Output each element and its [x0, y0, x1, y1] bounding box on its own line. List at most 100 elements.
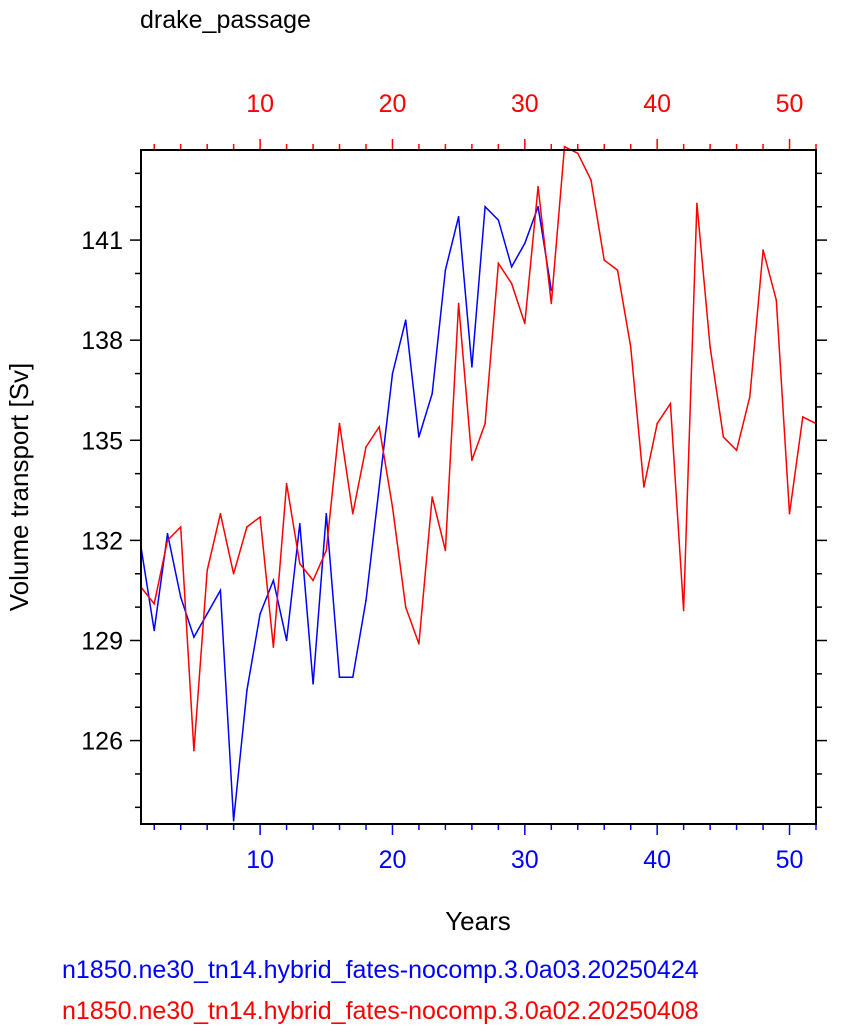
series-point-red — [166, 539, 169, 542]
series-point-red — [404, 606, 407, 608]
series-point-red — [285, 482, 288, 485]
series-point-red — [351, 512, 354, 515]
series-point-red — [153, 602, 156, 605]
series-point-red — [696, 202, 698, 205]
bottom-axis: 10 20 30 40 50 — [153, 824, 817, 874]
y-tick-label: 129 — [81, 627, 123, 655]
series-point-blue — [497, 219, 500, 221]
series-point-blue — [193, 636, 195, 638]
series-point-blue — [444, 269, 447, 271]
series-point-red — [431, 496, 433, 498]
series-point-red — [299, 562, 301, 565]
series-point-blue — [338, 676, 341, 678]
series-point-blue — [524, 242, 526, 245]
series-point-blue — [431, 392, 433, 395]
series-point-red — [762, 249, 764, 251]
series-point-blue — [471, 366, 473, 368]
series-point-blue — [206, 612, 208, 615]
series-point-blue — [457, 215, 460, 218]
series-point-red — [722, 436, 725, 438]
series-point-blue — [153, 629, 156, 632]
x-axis-label: Years — [445, 906, 511, 936]
series-layer — [140, 145, 817, 822]
series-point-blue — [418, 436, 420, 438]
series-point-red — [656, 422, 658, 425]
series-point-red — [550, 302, 553, 305]
series-point-red — [219, 512, 222, 515]
series-line-red — [140, 145, 817, 751]
series-point-red — [457, 302, 460, 305]
series-point-red — [193, 749, 195, 752]
series-point-red — [418, 643, 420, 645]
series-point-red — [801, 416, 804, 418]
series-point-blue — [219, 589, 222, 592]
series-point-red — [246, 526, 248, 528]
series-point-red — [365, 446, 367, 448]
y-tick-label: 126 — [81, 728, 123, 756]
right-axis — [816, 172, 827, 809]
series-point-red — [775, 299, 778, 301]
bottom-tick-label: 40 — [643, 846, 671, 874]
series-point-blue — [246, 689, 248, 692]
series-point-red — [510, 282, 513, 285]
left-axis: 126 129 132 135 138 141 — [81, 172, 141, 809]
y-tick-label: 132 — [81, 527, 123, 555]
top-tick-label: 20 — [379, 90, 407, 118]
y-tick-label: 138 — [81, 327, 123, 355]
series-point-red — [629, 346, 632, 348]
y-tick-label: 135 — [81, 427, 123, 455]
series-point-blue — [537, 205, 539, 208]
series-point-blue — [232, 819, 235, 822]
series-line-blue — [140, 205, 553, 821]
series-point-red — [576, 152, 579, 155]
y-tick-label: 141 — [81, 227, 123, 255]
series-point-blue — [325, 512, 328, 515]
series-point-blue — [365, 599, 367, 602]
series-point-blue — [510, 265, 513, 268]
series-point-blue — [179, 596, 182, 598]
series-point-red — [484, 422, 486, 425]
series-point-blue — [484, 205, 486, 208]
series-point-red — [179, 526, 182, 528]
series-point-blue — [299, 522, 301, 525]
series-point-blue — [391, 372, 394, 375]
top-tick-label: 40 — [643, 90, 671, 118]
legend-entry-red: n1850.ne30_tn14.hybrid_fates-nocomp.3.0a… — [62, 997, 699, 1025]
legend-entry-blue: n1850.ne30_tn14.hybrid_fates-nocomp.3.0a… — [62, 956, 699, 984]
series-point-red — [524, 322, 526, 325]
series-point-red — [272, 646, 275, 648]
bottom-tick-label: 50 — [776, 846, 804, 874]
series-point-red — [537, 185, 539, 188]
series-point-blue — [259, 612, 261, 615]
series-point-red — [312, 579, 314, 582]
series-point-red — [325, 549, 328, 552]
series-point-blue — [351, 676, 354, 678]
series-point-red — [669, 402, 672, 405]
series-point-red — [788, 512, 791, 515]
series-point-red — [391, 506, 394, 508]
series-point-red — [709, 346, 711, 348]
bottom-tick-label: 30 — [511, 846, 539, 874]
series-point-blue — [312, 683, 314, 685]
series-point-red — [643, 486, 645, 488]
top-tick-label: 10 — [246, 90, 274, 118]
series-point-red — [682, 609, 685, 612]
series-point-blue — [166, 532, 169, 535]
series-point-red — [444, 549, 447, 552]
series-point-red — [735, 449, 738, 452]
plot-frame — [140, 149, 817, 825]
series-point-blue — [285, 639, 288, 642]
top-tick-label: 50 — [776, 90, 804, 118]
series-point-red — [497, 262, 500, 265]
bottom-tick-label: 10 — [246, 846, 274, 874]
series-point-red — [749, 396, 751, 398]
series-point-red — [259, 516, 261, 518]
top-tick-label: 30 — [511, 90, 539, 118]
series-point-red — [471, 459, 473, 462]
bottom-tick-label: 20 — [379, 846, 407, 874]
series-point-blue — [404, 319, 407, 321]
series-point-red — [590, 179, 592, 181]
series-point-red — [563, 145, 566, 148]
series-point-red — [616, 269, 619, 271]
